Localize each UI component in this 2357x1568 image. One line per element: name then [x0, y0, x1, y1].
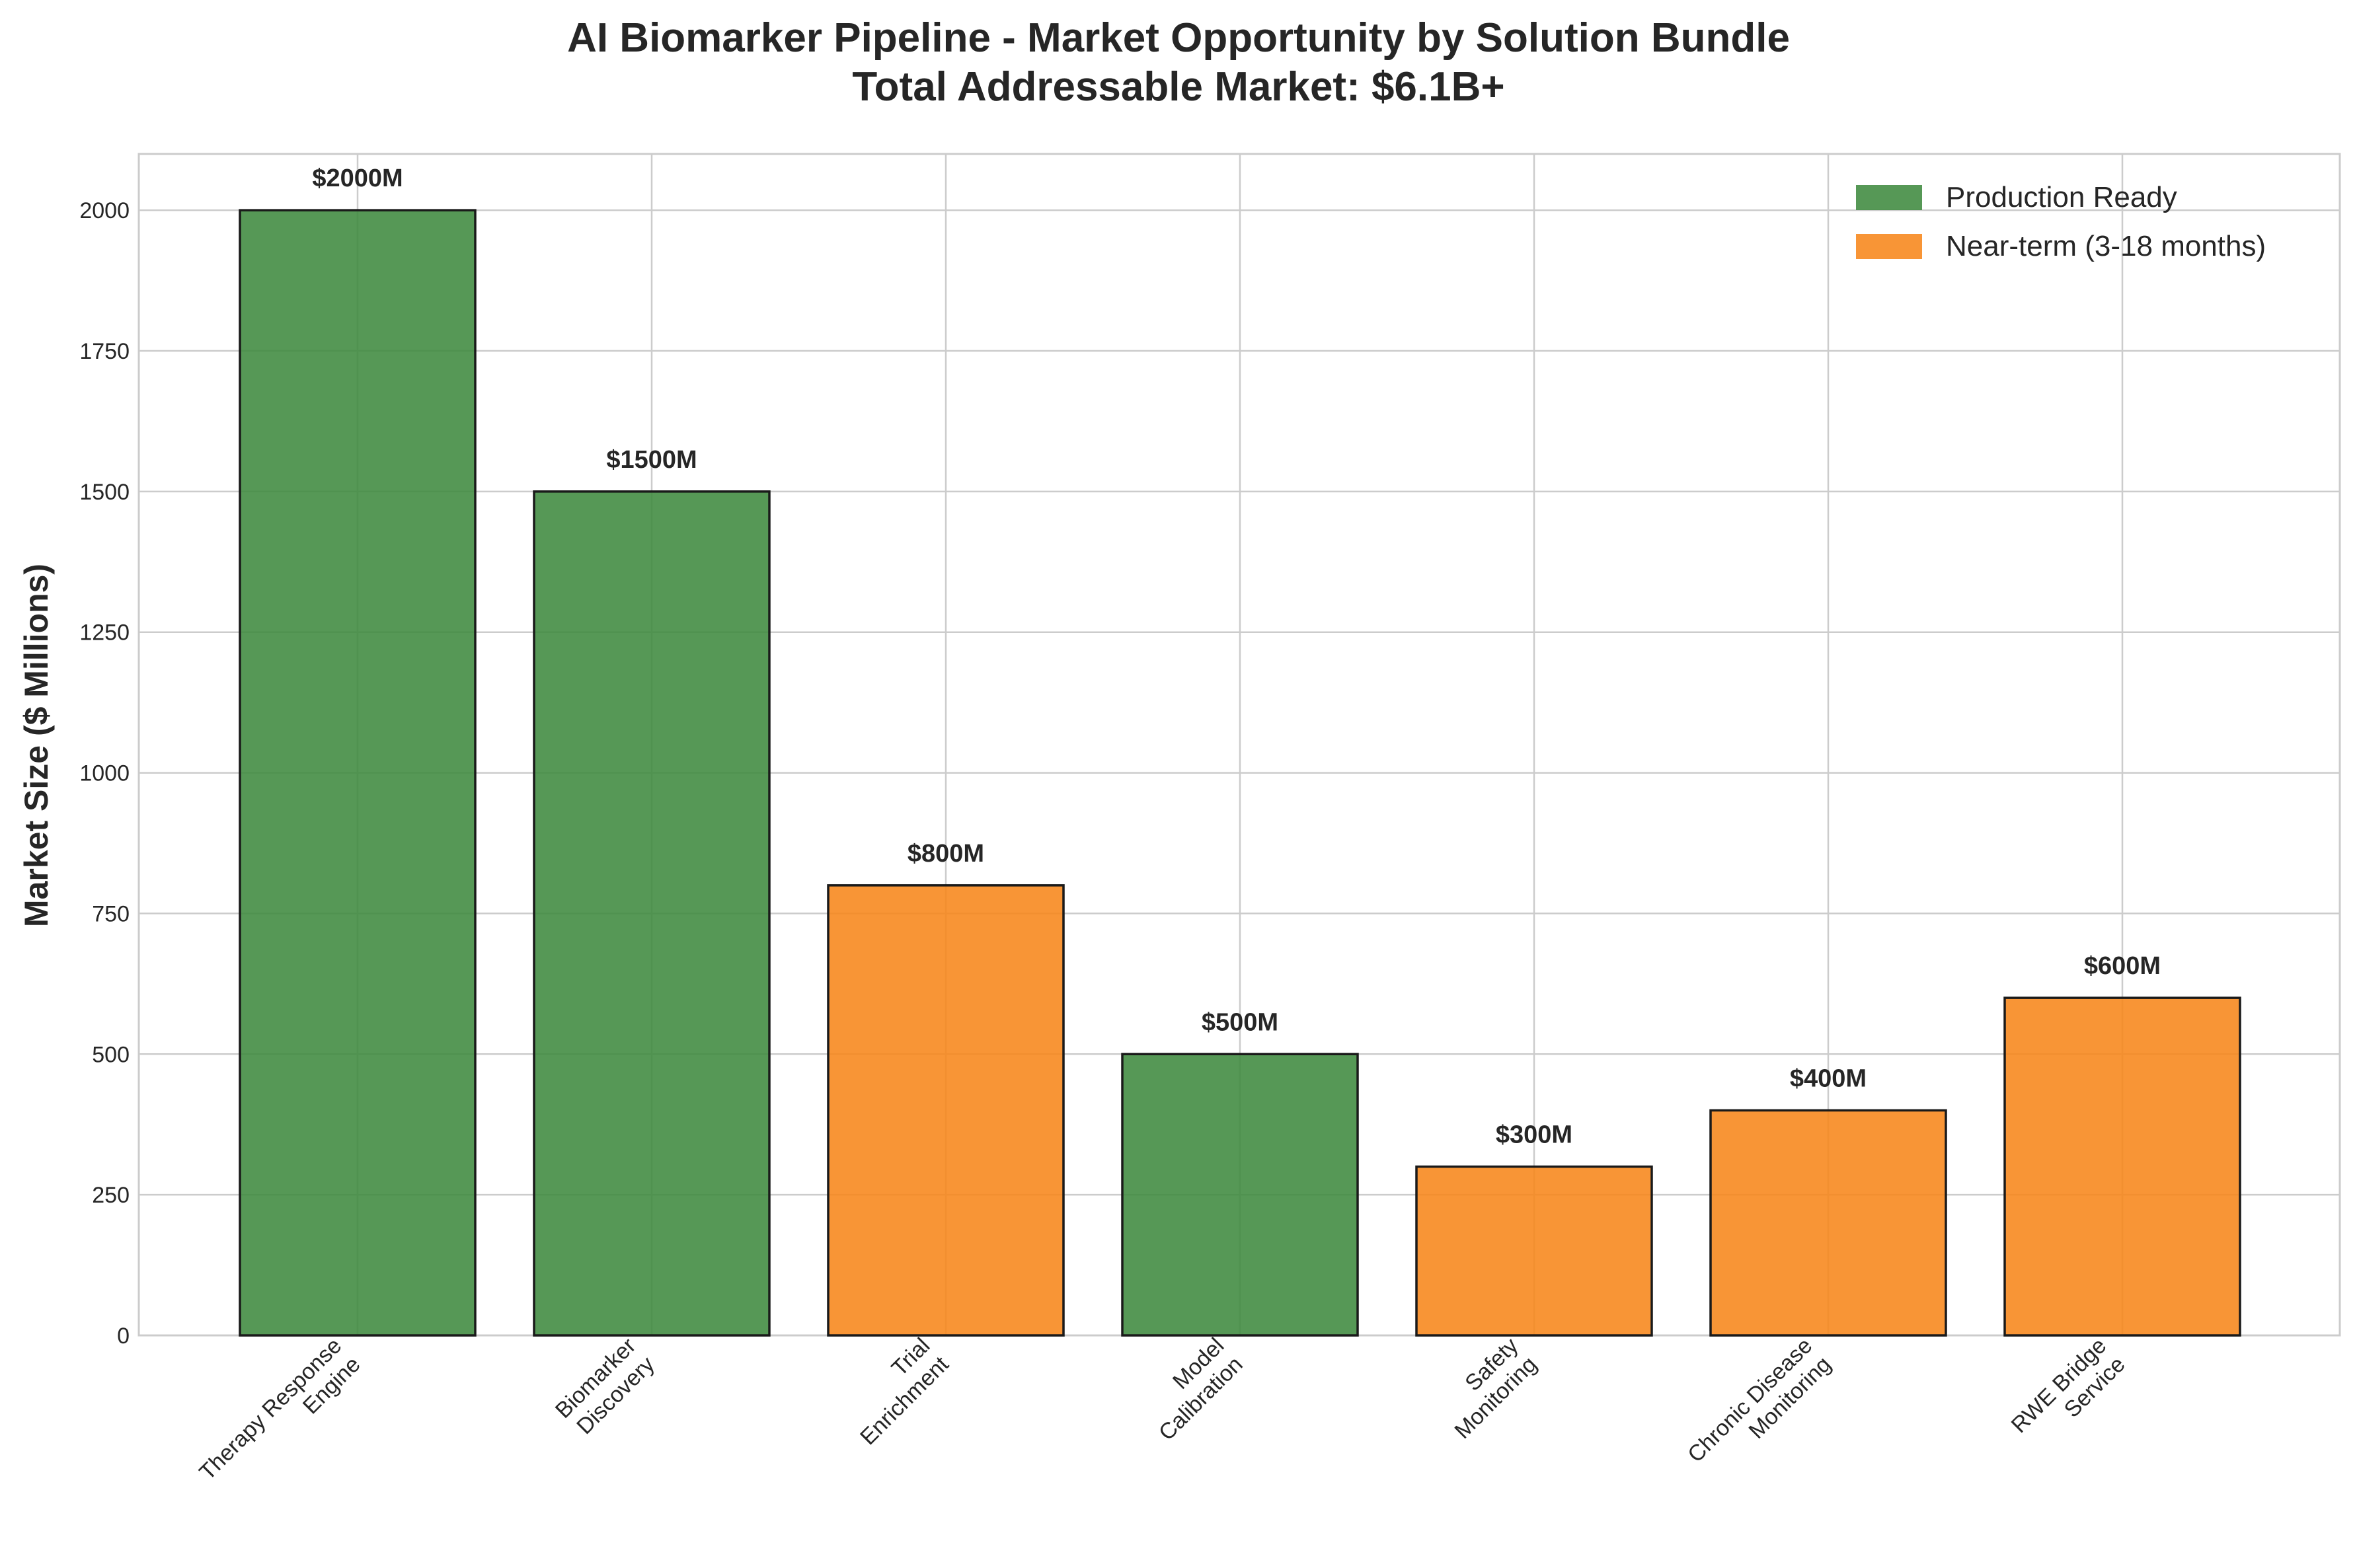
legend-label-production: Production Ready	[1946, 181, 2177, 213]
legend-label-nearterm: Near-term (3-18 months)	[1946, 230, 2266, 262]
y-tick-label: 1000	[79, 761, 130, 786]
legend: Production Ready Near-term (3-18 months)	[1856, 181, 2266, 262]
bar-2	[827, 884, 1065, 1337]
legend-swatch-nearterm	[1856, 234, 1922, 259]
x-tick-label: Therapy ResponseEngine	[194, 1333, 365, 1504]
svg-text:RWE BridgeService: RWE BridgeService	[2007, 1333, 2130, 1457]
svg-text:Chronic DiseaseMonitoring: Chronic DiseaseMonitoring	[1683, 1333, 1836, 1487]
svg-text:BiomarkerDiscovery: BiomarkerDiscovery	[551, 1333, 660, 1442]
y-axis-label: Market Size ($ Millions)	[18, 564, 55, 927]
y-tick-label: 0	[117, 1324, 130, 1349]
x-tick-label: BiomarkerDiscovery	[551, 1333, 660, 1442]
value-labels: $2000M $1500M $800M $500M $300M $400M $600M	[312, 165, 2161, 1148]
value-label: $600M	[2084, 952, 2161, 980]
x-axis-ticks: Therapy ResponseEngine BiomarkerDiscovery…	[194, 1333, 2130, 1504]
y-tick-label: 1500	[79, 480, 130, 505]
bars	[239, 209, 2241, 1337]
bar-1	[533, 490, 771, 1337]
chart-subtitle: Total Addressable Market: $6.1B+	[852, 64, 1504, 110]
svg-text:TrialEnrichment: TrialEnrichment	[837, 1333, 954, 1450]
value-label: $300M	[1496, 1121, 1572, 1149]
svg-text:SafetyMonitoring: SafetyMonitoring	[1431, 1333, 1541, 1444]
y-axis-ticks: 0 250 500 750 1000 1250 1500 1750 2000	[79, 198, 130, 1349]
x-tick-label: ModelCalibration	[1136, 1333, 1248, 1446]
value-label: $1500M	[606, 446, 697, 474]
svg-text:ModelCalibration: ModelCalibration	[1136, 1333, 1248, 1446]
x-tick-label: Chronic DiseaseMonitoring	[1683, 1333, 1836, 1487]
x-tick-label: SafetyMonitoring	[1431, 1333, 1542, 1444]
y-tick-label: 1250	[79, 620, 130, 646]
value-label: $400M	[1790, 1064, 1867, 1092]
legend-swatch-production	[1856, 185, 1922, 210]
y-tick-label: 2000	[79, 198, 130, 223]
bar-0	[239, 209, 477, 1337]
y-tick-label: 750	[92, 901, 130, 926]
y-tick-label: 1750	[79, 339, 130, 364]
bar-4	[1415, 1165, 1653, 1337]
y-tick-label: 500	[92, 1042, 130, 1067]
value-label: $2000M	[312, 165, 403, 192]
y-tick-label: 250	[92, 1183, 130, 1208]
svg-text:Therapy ResponseEngine: Therapy ResponseEngine	[194, 1333, 365, 1504]
value-label: $800M	[908, 840, 984, 868]
bar-6	[2003, 996, 2241, 1337]
x-tick-label: TrialEnrichment	[837, 1333, 954, 1450]
value-label: $500M	[1202, 1008, 1278, 1036]
bar-3	[1121, 1053, 1359, 1337]
x-tick-label: RWE BridgeService	[2007, 1333, 2130, 1457]
chart-title: AI Biomarker Pipeline - Market Opportuni…	[567, 15, 1790, 61]
bar-5	[1709, 1109, 1947, 1337]
